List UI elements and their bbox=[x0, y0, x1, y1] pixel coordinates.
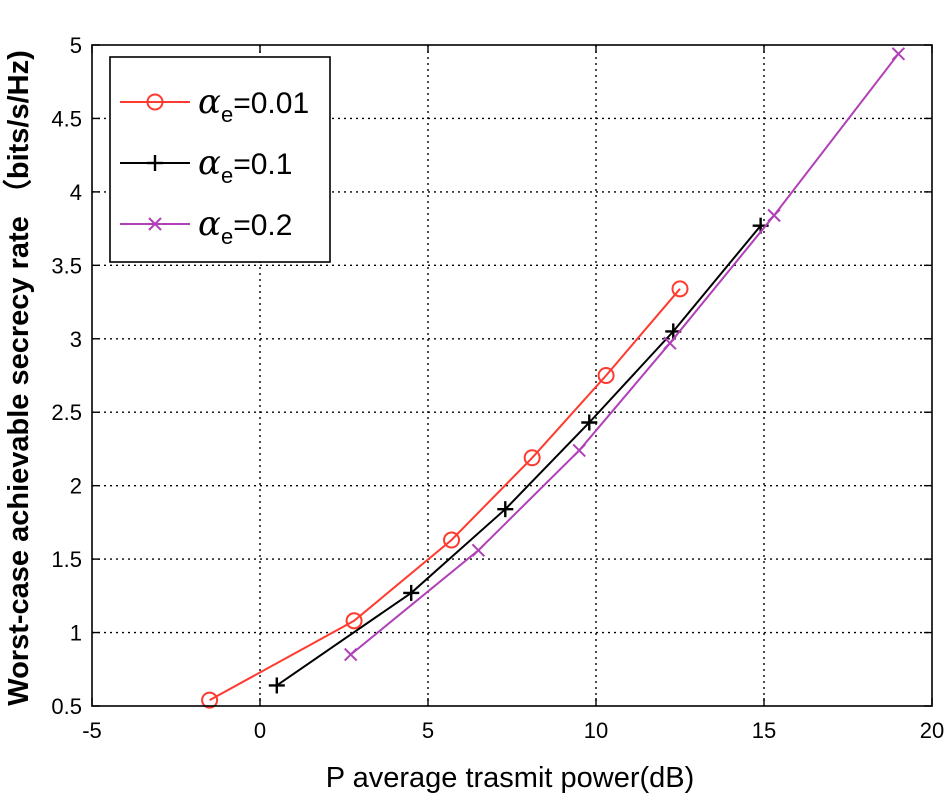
series-2-point bbox=[268, 677, 285, 694]
y-tick-label: 1.5 bbox=[51, 547, 82, 572]
y-tick-label: 3 bbox=[70, 327, 82, 352]
series-3-point bbox=[891, 47, 906, 61]
x-tick-label: 15 bbox=[752, 718, 776, 743]
y-tick-label: 4 bbox=[70, 180, 82, 205]
series-3-point bbox=[572, 443, 586, 458]
x-tick-label: -5 bbox=[82, 718, 102, 743]
y-tick-label: 2.5 bbox=[51, 400, 82, 425]
series-3-point-b bbox=[891, 47, 906, 61]
series-1-point bbox=[597, 367, 615, 384]
series-1-point bbox=[671, 280, 689, 298]
y-axis-label: Worst-case achievable secrecy rate （bits… bbox=[2, 50, 35, 706]
y-tick-label: 5 bbox=[70, 33, 82, 58]
series-3-point-b bbox=[663, 336, 677, 350]
series-3-point-b bbox=[767, 208, 781, 223]
series-2-point bbox=[403, 584, 420, 601]
plot-frame bbox=[91, 44, 933, 707]
y-tick-label: 4.5 bbox=[51, 106, 82, 131]
series-1-point bbox=[201, 691, 219, 709]
series-3 bbox=[344, 47, 906, 662]
x-tick-label: 20 bbox=[920, 718, 944, 743]
y-tick-label: 2 bbox=[70, 474, 82, 499]
legend-marker-3-b bbox=[148, 217, 162, 231]
series-3-point-b bbox=[344, 647, 358, 662]
series-1-point bbox=[443, 531, 461, 549]
series-2-line bbox=[276, 225, 762, 687]
legend-marker-2 bbox=[147, 155, 163, 171]
series-1-line bbox=[209, 288, 681, 701]
series-3-point-b bbox=[572, 443, 586, 458]
legend-label-2: αe=0.1 bbox=[198, 143, 292, 188]
legend-box bbox=[109, 56, 331, 263]
series-1-point bbox=[523, 449, 541, 467]
x-axis-label: P average trasmit power(dB) bbox=[326, 762, 695, 794]
legend-label-1: αe=0.01 bbox=[198, 82, 309, 127]
legend-entry-3: αe=0.2 bbox=[120, 204, 292, 249]
series-1 bbox=[201, 280, 689, 709]
tick-marks bbox=[91, 44, 933, 707]
legend: αe=0.01 αe=0.1 αe=0.2 bbox=[109, 56, 331, 263]
tick-labels: -5 0 5 10 15 20 0.5 1 1.5 2 2.5 3 3.5 4 4.5 5 bbox=[51, 33, 944, 743]
series-3-point bbox=[767, 208, 781, 223]
legend-entry-1: αe=0.01 bbox=[120, 82, 309, 127]
series-3-point bbox=[344, 647, 358, 662]
x-tick-label: 0 bbox=[254, 718, 266, 743]
legend-marker-3 bbox=[148, 217, 162, 231]
legend-marker-1 bbox=[146, 93, 164, 111]
x-tick-label: 5 bbox=[422, 718, 434, 743]
series-2-point bbox=[581, 414, 598, 431]
y-tick-label: 3.5 bbox=[51, 253, 82, 278]
series-3-point bbox=[663, 336, 677, 350]
series-3-point-b bbox=[471, 543, 486, 558]
x-tick-label: 10 bbox=[584, 718, 608, 743]
y-tick-label: 0.5 bbox=[51, 694, 82, 719]
y-tick-label: 1 bbox=[70, 621, 82, 646]
series-3-point bbox=[471, 543, 486, 558]
series-1-point bbox=[345, 612, 363, 630]
series-layer bbox=[201, 47, 906, 709]
legend-label-3: αe=0.2 bbox=[198, 204, 292, 249]
legend-entry-2: αe=0.1 bbox=[120, 143, 292, 188]
series-2-point bbox=[497, 501, 514, 518]
series-3-line bbox=[350, 53, 900, 656]
